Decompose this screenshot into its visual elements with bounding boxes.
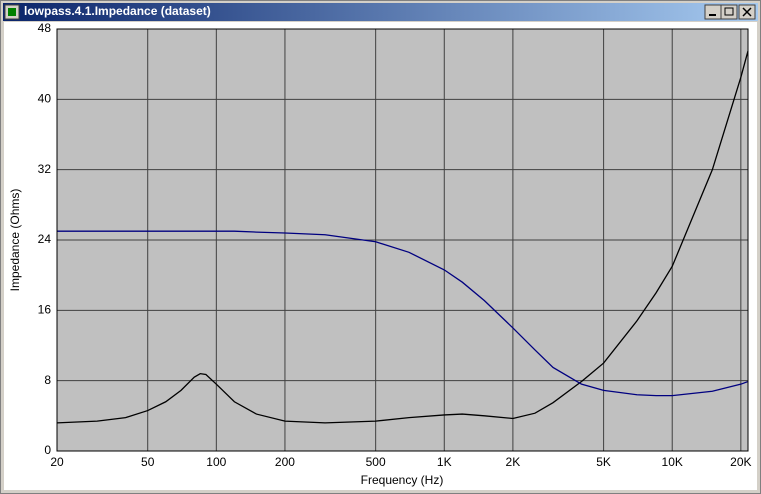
x-axis-label: Frequency (Hz) — [361, 473, 444, 487]
y-tick-label: 48 — [38, 21, 52, 35]
series-line — [56, 50, 749, 424]
y-tick-label: 8 — [44, 373, 51, 387]
x-tick-label: 10K — [662, 455, 683, 469]
y-tick-label: 16 — [38, 303, 52, 317]
x-tick-label: 20 — [50, 455, 64, 469]
x-tick-label: 20K — [730, 455, 751, 469]
y-tick-label: 24 — [38, 232, 52, 246]
maximize-button[interactable] — [720, 4, 738, 20]
title-bar — [3, 3, 758, 21]
x-tick-label: 50 — [141, 455, 155, 469]
y-tick-label: 0 — [44, 443, 51, 457]
window-title: lowpass.4.1.Impedance (dataset) — [24, 4, 211, 18]
plot-border — [56, 28, 749, 452]
x-tick-label: 1K — [437, 455, 452, 469]
x-tick-label: 2K — [506, 455, 521, 469]
y-axis-label: Impedance (Ohms) — [8, 189, 22, 292]
window-buttons — [704, 4, 756, 20]
x-tick-label: 5K — [596, 455, 611, 469]
x-tick-label: 200 — [275, 455, 295, 469]
series-line — [57, 230, 749, 397]
minimize-button[interactable] — [704, 4, 722, 20]
window-icon-inner — [8, 8, 16, 16]
close-icon — [742, 7, 752, 17]
y-tick-label: 32 — [38, 162, 52, 176]
x-tick-label: 500 — [366, 455, 386, 469]
x-tick-label: 100 — [206, 455, 226, 469]
y-tick-label: 40 — [38, 92, 52, 106]
maximize-icon — [724, 7, 734, 16]
series — [56, 50, 749, 424]
